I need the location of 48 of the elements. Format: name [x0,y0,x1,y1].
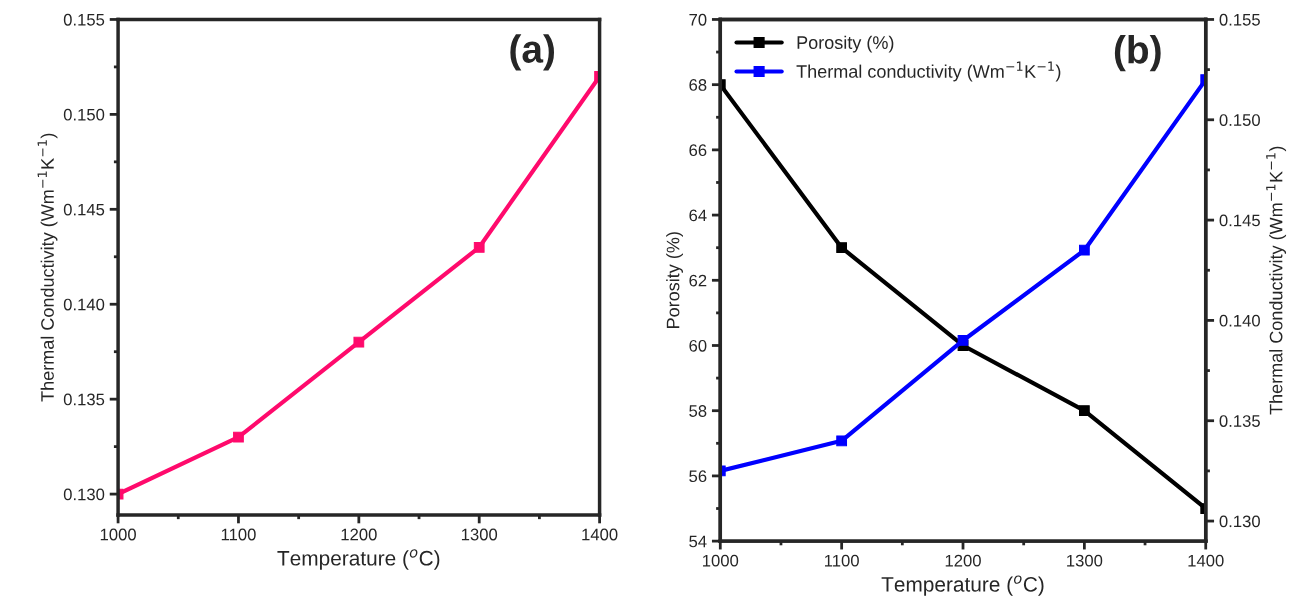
y-tick-label: 62 [689,274,707,287]
point [353,336,365,348]
y2-tick-label: 0.155 [1219,13,1260,26]
x-tick-label: 1400 [1188,554,1224,567]
point [836,435,848,447]
x-tick-label: 1100 [825,554,859,567]
y-tick-label: 66 [689,144,707,157]
annotation: (b) [1114,35,1161,72]
y-tick-label: 68 [689,79,707,91]
y-tick-label: 60 [689,339,707,352]
y2-tick-label: 0.130 [1219,515,1260,528]
legend-label: Thermal conductivity (Wm$^{−1}$K$^{−1}$) [796,61,1061,82]
x-tick-label: 1300 [461,528,498,541]
y2-axis-title: Thermal Conductivity (Wm$^{−1}$K$^{−1}$) [1266,146,1287,415]
y-tick-label: 0.145 [63,203,105,216]
y-tick-label: 0.140 [63,298,105,311]
point [1078,244,1090,256]
point [957,335,969,346]
y-axis-title: Thermal Conductivity (Wm$^{−1}$K$^{−1}$) [37,133,58,402]
y2-tick-label: 0.145 [1219,214,1260,227]
y-tick-label: 54 [689,535,707,548]
annotation: (a) [510,34,555,71]
y2-tick-label: 0.150 [1219,114,1260,126]
y-tick-label: 64 [689,209,707,222]
x-axis-title: Temperature ($^{o}$C) [881,575,1044,596]
y2-tick-label: 0.140 [1219,314,1260,327]
x-tick-label: 1300 [1067,554,1103,567]
point [1078,405,1090,417]
y-tick-label: 0.150 [63,108,105,121]
point [836,242,848,254]
point [473,241,485,253]
x-axis-title: Temperature ($^{o}$C) [277,549,440,570]
legend-label: Porosity (%) [797,35,894,53]
x-tick-label: 1000 [703,554,739,567]
y-tick-label: 56 [689,470,707,483]
y-tick-label: 0.155 [63,13,105,26]
y-tick-label: 70 [689,13,707,26]
x-tick-label: 1200 [341,528,377,541]
y-tick-label: 58 [689,405,707,417]
y2-tick-label: 0.135 [1219,415,1260,427]
y-tick-label: 0.130 [63,488,105,501]
y-axis-title: Porosity (%) [666,232,683,328]
x-tick-label: 1000 [100,528,136,541]
x-tick-label: 1100 [221,528,256,541]
x-tick-label: 1400 [582,528,618,541]
y-tick-label: 0.135 [63,393,105,406]
x-tick-label: 1200 [945,554,981,567]
point [233,431,244,443]
